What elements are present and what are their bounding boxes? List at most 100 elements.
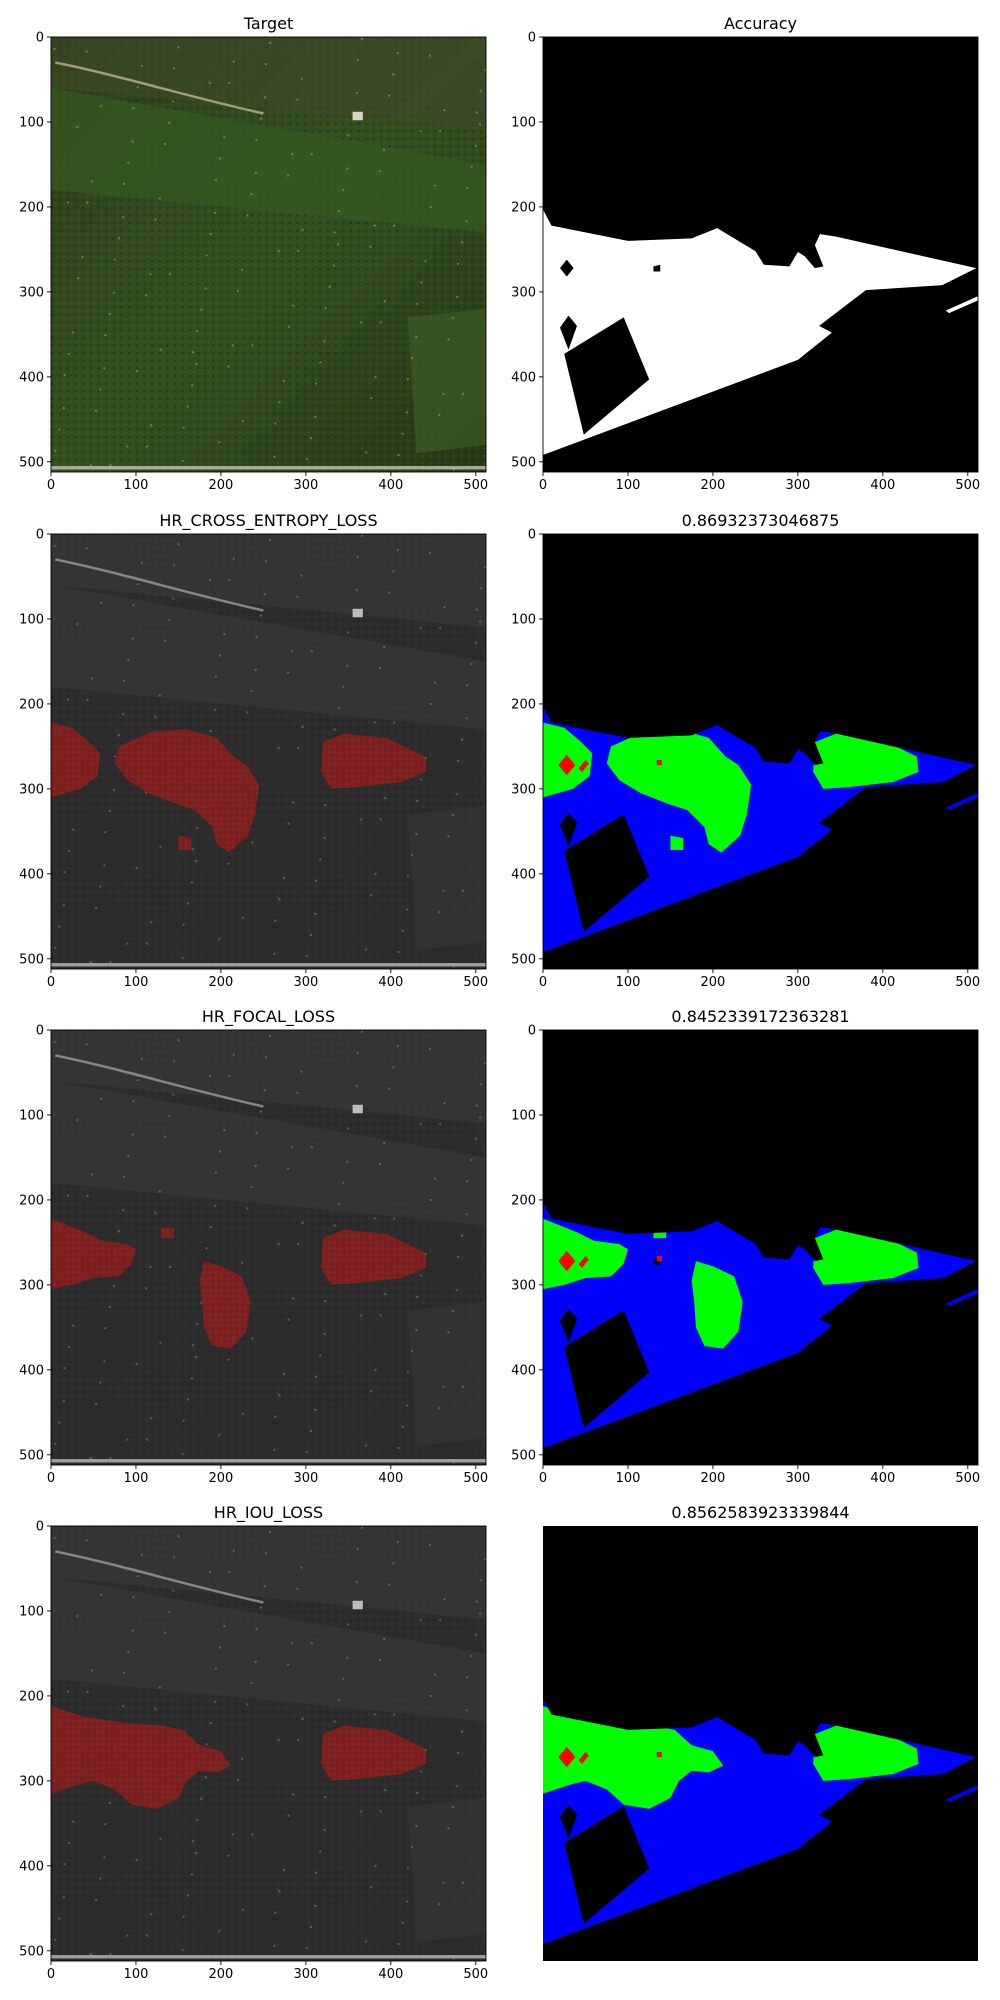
- texture-speck: [214, 1171, 218, 1174]
- x-tick-label: 400: [378, 1967, 403, 1982]
- texture-speck: [274, 919, 277, 922]
- texture-speck: [113, 258, 116, 261]
- texture-speck: [154, 715, 157, 718]
- texture-speck: [163, 1135, 167, 1139]
- texture-speck: [195, 826, 199, 830]
- x-tick-label: 0: [539, 1471, 547, 1486]
- y-tick-label: 0: [528, 31, 536, 46]
- texture-speck: [173, 564, 176, 567]
- texture-speck: [461, 1385, 465, 1389]
- road-line: [54, 1550, 264, 1604]
- image-content: [543, 534, 978, 969]
- x-tick-label: 500: [955, 1471, 980, 1486]
- texture-speck: [177, 46, 180, 49]
- texture-speck: [241, 1412, 245, 1416]
- ground-truth-sliver: [945, 296, 978, 314]
- y-tick-label: 100: [19, 1604, 44, 1619]
- texture-speck: [140, 561, 144, 565]
- texture-speck: [378, 667, 381, 670]
- texture-speck: [396, 1540, 399, 1544]
- texture-speck: [150, 1913, 153, 1916]
- texture-speck: [310, 1642, 314, 1645]
- texture-speck: [410, 853, 414, 857]
- texture-speck: [104, 334, 107, 337]
- texture-speck: [319, 361, 322, 364]
- texture-speck: [342, 1677, 345, 1681]
- texture-speck: [461, 1881, 465, 1885]
- texture-speck: [218, 938, 221, 941]
- texture-speck: [71, 828, 75, 831]
- texture-speck: [355, 588, 359, 592]
- texture-speck: [291, 304, 295, 307]
- texture-speck: [99, 1381, 102, 1384]
- texture-speck: [159, 845, 162, 848]
- x-tick-label: 200: [209, 478, 234, 493]
- texture-speck: [465, 717, 468, 720]
- texture-speck: [443, 1101, 446, 1105]
- texture-speck: [443, 108, 446, 112]
- texture-speck: [483, 1557, 486, 1561]
- texture-speck: [286, 174, 290, 177]
- tree-band: [51, 534, 486, 628]
- texture-speck: [172, 597, 175, 600]
- texture-speck: [150, 1417, 153, 1420]
- texture-speck: [278, 898, 281, 901]
- image-content: [543, 1526, 978, 1961]
- texture-speck: [319, 1354, 322, 1357]
- texture-speck: [278, 401, 281, 404]
- texture-speck: [461, 1234, 464, 1237]
- x-tick-label: 100: [616, 478, 641, 493]
- texture-speck: [373, 721, 376, 724]
- y-tick-label: 300: [511, 1278, 536, 1293]
- texture-speck: [428, 54, 432, 57]
- texture-speck: [132, 604, 135, 607]
- texture-speck: [310, 153, 314, 156]
- texture-speck: [126, 1438, 129, 1441]
- texture-speck: [373, 1217, 376, 1220]
- texture-speck: [405, 908, 409, 911]
- texture-speck: [241, 419, 245, 423]
- texture-speck: [455, 792, 459, 796]
- texture-speck: [461, 889, 465, 893]
- texture-speck: [359, 1810, 363, 1813]
- texture-speck: [393, 1713, 396, 1716]
- texture-speck: [145, 1438, 149, 1441]
- axes-frame: [50, 533, 487, 970]
- texture-speck: [67, 1345, 71, 1349]
- texture-speck: [382, 645, 386, 649]
- error-region: [578, 1751, 589, 1764]
- field-band: [51, 87, 486, 233]
- subplot-title: Target: [243, 14, 294, 33]
- texture-speck: [451, 814, 455, 817]
- texture-speck: [420, 1274, 423, 1277]
- texture-speck: [246, 711, 249, 714]
- y-tick-label: 0: [528, 528, 536, 543]
- texture-speck: [246, 1207, 249, 1210]
- y-tick-label: 300: [511, 285, 536, 300]
- texture-speck: [63, 870, 66, 874]
- texture-speck: [379, 1314, 382, 1317]
- texture-speck: [191, 1344, 195, 1347]
- texture-speck: [451, 317, 455, 320]
- texture-speck: [478, 123, 482, 126]
- texture-speck: [351, 1106, 354, 1109]
- texture-speck: [465, 220, 468, 223]
- texture-speck: [163, 142, 167, 146]
- image-area: [51, 534, 486, 969]
- texture-speck: [86, 1194, 89, 1197]
- texture-speck: [392, 570, 395, 573]
- image-area: [543, 37, 978, 472]
- texture-speck: [465, 1709, 468, 1712]
- texture-speck: [263, 96, 267, 99]
- texture-speck: [269, 538, 272, 542]
- texture-speck: [369, 245, 372, 249]
- texture-speck: [396, 548, 399, 552]
- texture-speck: [447, 835, 450, 838]
- image-border-strip: [51, 1459, 486, 1463]
- texture-speck: [438, 413, 441, 417]
- texture-speck: [287, 325, 291, 328]
- texture-speck: [232, 60, 235, 63]
- texture-speck: [109, 961, 112, 964]
- texture-speck: [154, 1707, 157, 1710]
